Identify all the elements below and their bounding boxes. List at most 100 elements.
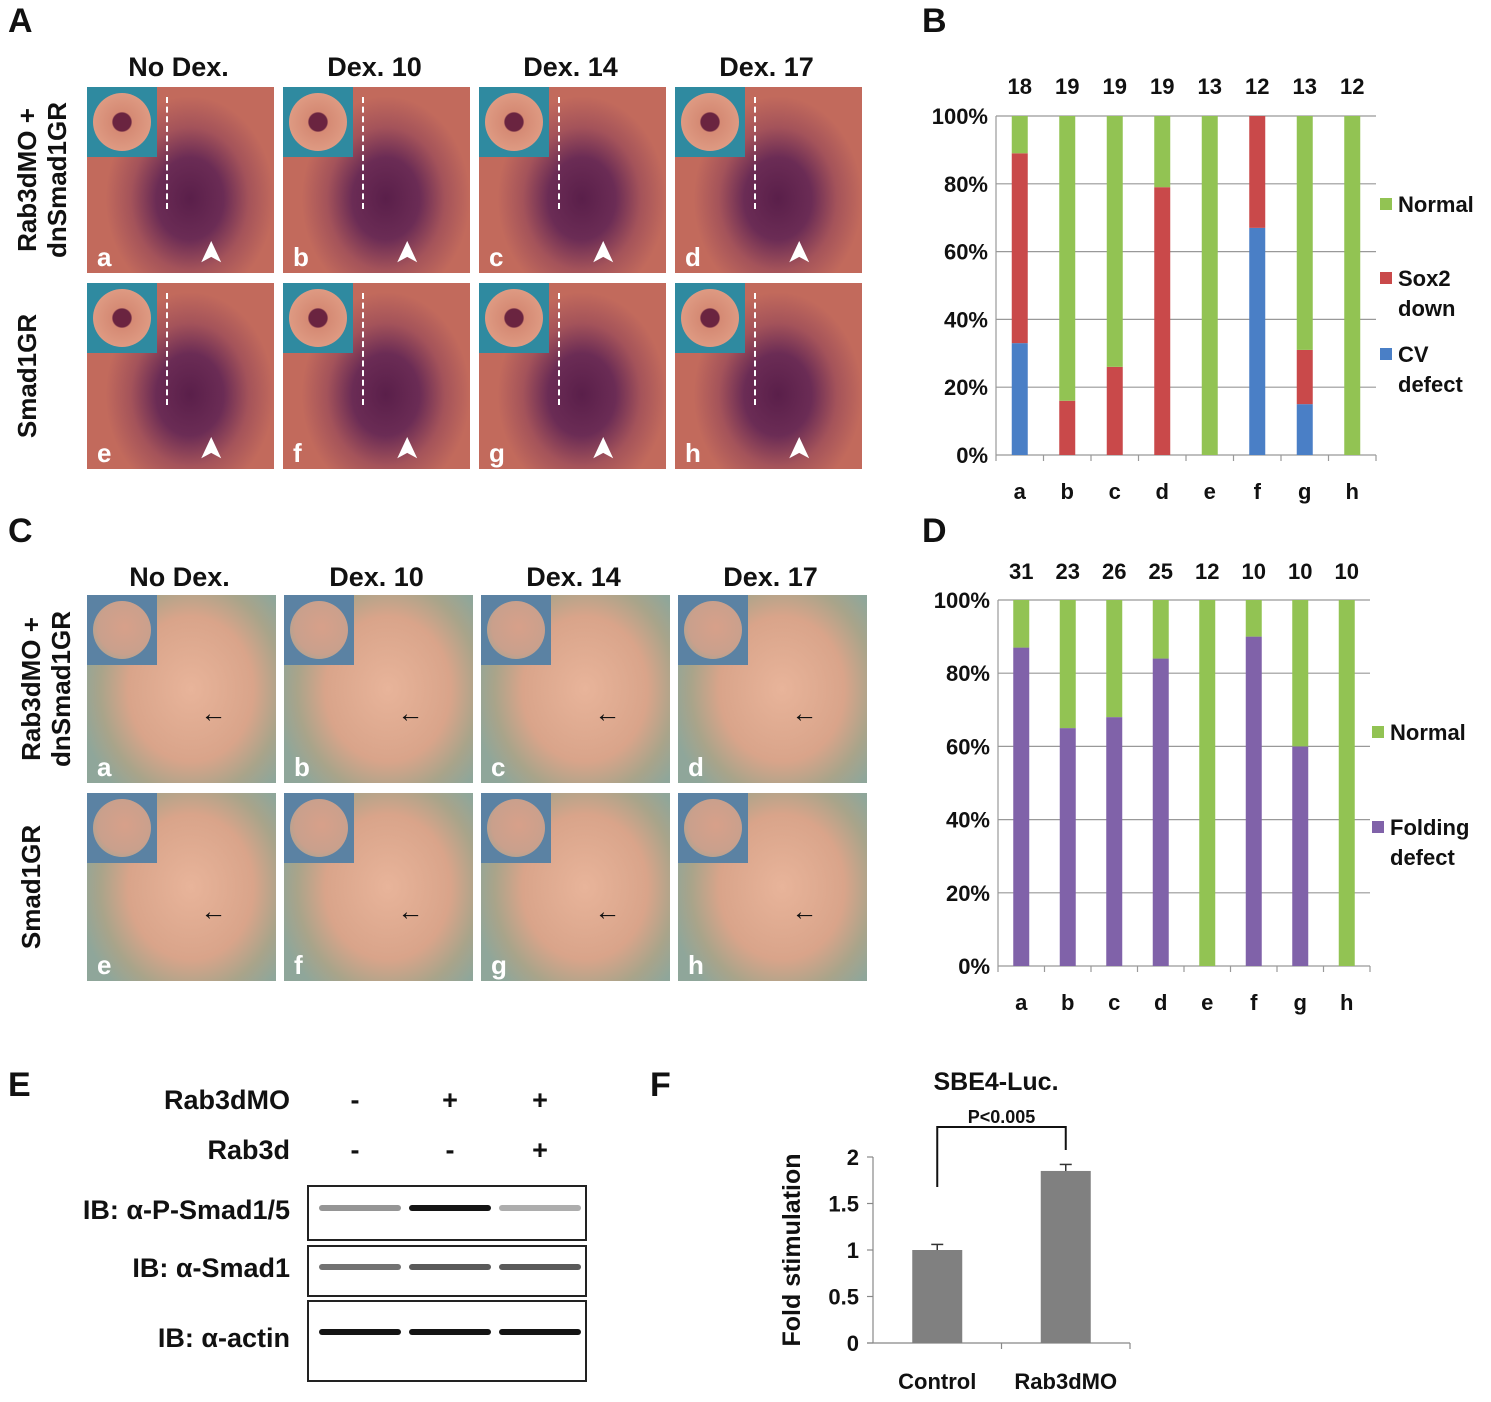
bar-segment-normal: [1106, 116, 1123, 367]
embryo-whole-view: [485, 93, 543, 151]
row-label: Smad1GR: [16, 824, 46, 950]
x-tick-label: c: [1108, 990, 1120, 1015]
x-tick-label: d: [1154, 990, 1167, 1015]
sample-size-label: 12: [1195, 559, 1219, 584]
embryo-image: b ←: [284, 595, 473, 783]
embryo-inset: [481, 595, 551, 665]
embryo-whole-view: [684, 799, 742, 857]
sample-size-label: 10: [1335, 559, 1359, 584]
bar-segment-normal: [1338, 600, 1355, 966]
bar-segment-folding-defect: [1013, 647, 1030, 966]
embryo-whole-view: [485, 289, 543, 347]
x-tick-label: e: [1204, 479, 1216, 504]
embryo-inset: [283, 87, 353, 157]
bar-segment-sox2-down: [1106, 366, 1123, 455]
sample-size-label: 13: [1293, 74, 1317, 99]
embryo-image: h ➤: [675, 283, 862, 469]
embryo-whole-view: [93, 93, 151, 151]
condition-label: Rab3dMO: [163, 1085, 290, 1115]
embryo-inset: [675, 87, 745, 157]
column-title: Dex. 10: [327, 52, 422, 82]
x-tick-label: Rab3dMO: [1014, 1369, 1117, 1394]
embryo-image: d ←: [678, 595, 867, 783]
x-tick-label: f: [1250, 990, 1258, 1015]
arrow-icon: ➤: [391, 436, 423, 461]
bar-segment-normal: [1152, 600, 1169, 659]
sample-size-label: 23: [1056, 559, 1080, 584]
bar: [912, 1250, 963, 1343]
row-label: Rab3dMO + dnSmad1GR: [12, 101, 72, 259]
image-label: d: [685, 242, 701, 272]
image-label: c: [489, 242, 504, 272]
arrow-icon: ←: [200, 896, 227, 927]
protein-band: [409, 1205, 491, 1212]
embryo-whole-view: [93, 289, 151, 347]
embryo-image: a ←: [87, 595, 276, 783]
embryo-whole-view: [289, 289, 347, 347]
embryo-image: d ➤: [675, 87, 862, 273]
sample-size-label: 18: [1008, 74, 1032, 99]
y-tick-label: 20%: [946, 881, 990, 906]
embryo-image: h ←: [678, 793, 867, 981]
embryo-inset: [87, 283, 157, 353]
column-title: No Dex.: [128, 52, 229, 82]
x-tick-label: Control: [898, 1369, 976, 1394]
legend-label: Normal: [1390, 720, 1466, 745]
y-tick-label: 0%: [958, 954, 990, 979]
embryo-whole-view: [487, 601, 545, 659]
embryo-inset: [284, 793, 354, 863]
embryo-whole-view: [290, 601, 348, 659]
protein-band: [499, 1263, 581, 1270]
condition-label: Rab3d: [207, 1135, 290, 1165]
sample-size-label: 25: [1149, 559, 1173, 584]
panel-label-b: B: [922, 2, 947, 40]
column-title: Dex. 14: [523, 52, 618, 82]
arrow-icon: ←: [397, 698, 424, 729]
panel-label-d: D: [922, 512, 947, 550]
embryo-image: g ←: [481, 793, 670, 981]
embryo-inset: [479, 87, 549, 157]
legend-label: Folding: [1390, 815, 1469, 840]
image-label: h: [688, 950, 704, 980]
y-tick-label: 0.5: [828, 1285, 859, 1310]
image-label: e: [97, 438, 112, 468]
x-tick-label: c: [1109, 479, 1121, 504]
panel-label-e: E: [8, 1066, 31, 1104]
bar-segment-folding-defect: [1059, 728, 1076, 966]
legend-swatch: [1372, 821, 1384, 833]
arrow-icon: ➤: [195, 436, 227, 461]
column-title: Dex. 14: [526, 562, 621, 592]
row-label: Rab3dMO + dnSmad1GR: [16, 610, 76, 768]
protein-band: [319, 1263, 401, 1270]
midline-dashed-line: [361, 97, 364, 209]
bar: [1040, 1170, 1091, 1343]
y-tick-label: 1.5: [828, 1192, 859, 1217]
image-label: g: [491, 950, 507, 980]
arrow-icon: ←: [594, 896, 621, 927]
embryo-image: e ➤: [87, 283, 274, 469]
embryo-image: a ➤: [87, 87, 274, 273]
image-label: f: [294, 950, 303, 980]
legend-label: Normal: [1398, 192, 1474, 217]
bar-segment-folding-defect: [1106, 717, 1123, 966]
embryo-image: f ←: [284, 793, 473, 981]
bar-segment-normal: [1059, 600, 1076, 729]
embryo-image: g ➤: [479, 283, 666, 469]
bar-segment-normal: [1154, 116, 1171, 188]
image-label: c: [491, 752, 506, 782]
embryo-image: b ➤: [283, 87, 470, 273]
legend-label: down: [1398, 296, 1455, 321]
y-tick-label: 0%: [956, 443, 988, 468]
blot-label: IB: α-P-Smad1/5: [82, 1195, 290, 1225]
legend-swatch: [1380, 198, 1392, 210]
embryo-inset: [481, 793, 551, 863]
embryo-inset: [678, 793, 748, 863]
x-tick-label: h: [1346, 479, 1359, 504]
y-tick-label: 80%: [946, 661, 990, 686]
x-tick-label: a: [1014, 479, 1027, 504]
bar-segment-normal: [1106, 600, 1123, 718]
embryo-inset: [479, 283, 549, 353]
bar-segment-sox2-down: [1011, 153, 1028, 344]
column-title: Dex. 17: [723, 562, 818, 592]
chart-d-stacked-bar: 0% 20% 40% 60% 80% 100% a 31 b 23 c 26 d 25 e 12 f 10 g 10 h…: [934, 559, 1470, 1015]
